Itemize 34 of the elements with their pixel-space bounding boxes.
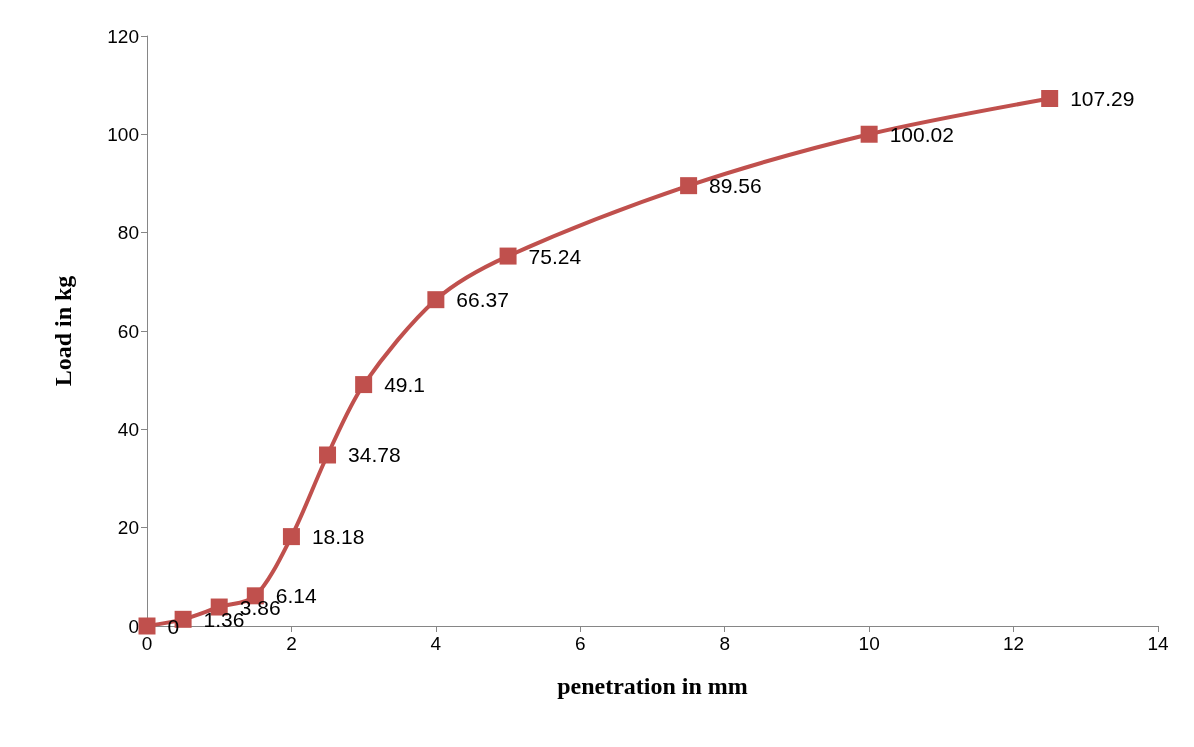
data-label: 107.29	[1070, 86, 1135, 110]
data-label: 18.18	[311, 525, 365, 549]
x-tick-label: 10	[858, 633, 880, 654]
x-tick-label: 14	[1147, 633, 1169, 654]
data-label: 75.24	[528, 244, 582, 268]
x-tick-label: 12	[1003, 633, 1025, 654]
point	[860, 125, 878, 143]
point	[355, 376, 373, 394]
data-label: 89.56	[709, 174, 762, 198]
point	[138, 617, 156, 635]
x-tick-label: 8	[719, 633, 730, 654]
point	[427, 291, 445, 309]
y-tick-label: 40	[117, 418, 139, 440]
y-tick-label: 20	[117, 517, 139, 539]
y-tick-label: 120	[107, 25, 139, 47]
x-tick-label: 6	[575, 633, 586, 654]
y-tick-label: 100	[107, 123, 139, 145]
data-label: 34.78	[348, 443, 401, 467]
x-tick-label: 4	[430, 633, 442, 654]
point	[1041, 89, 1059, 107]
y-tick-label: 60	[117, 320, 139, 342]
y-tick-label: 80	[117, 222, 139, 244]
x-tick-label: 0	[141, 633, 153, 654]
point	[680, 177, 698, 195]
y-axis-title: Load in kg	[50, 275, 76, 387]
point	[282, 528, 300, 546]
x-tick-label: 2	[286, 633, 297, 654]
data-label: 49.1	[384, 373, 426, 397]
data-label: 66.37	[456, 288, 509, 312]
y-tick-label: 0	[128, 615, 139, 637]
point	[319, 446, 337, 464]
x-axis-title: penetration in mm	[557, 673, 748, 699]
point	[499, 247, 517, 265]
data-label: 100.02	[889, 122, 954, 146]
